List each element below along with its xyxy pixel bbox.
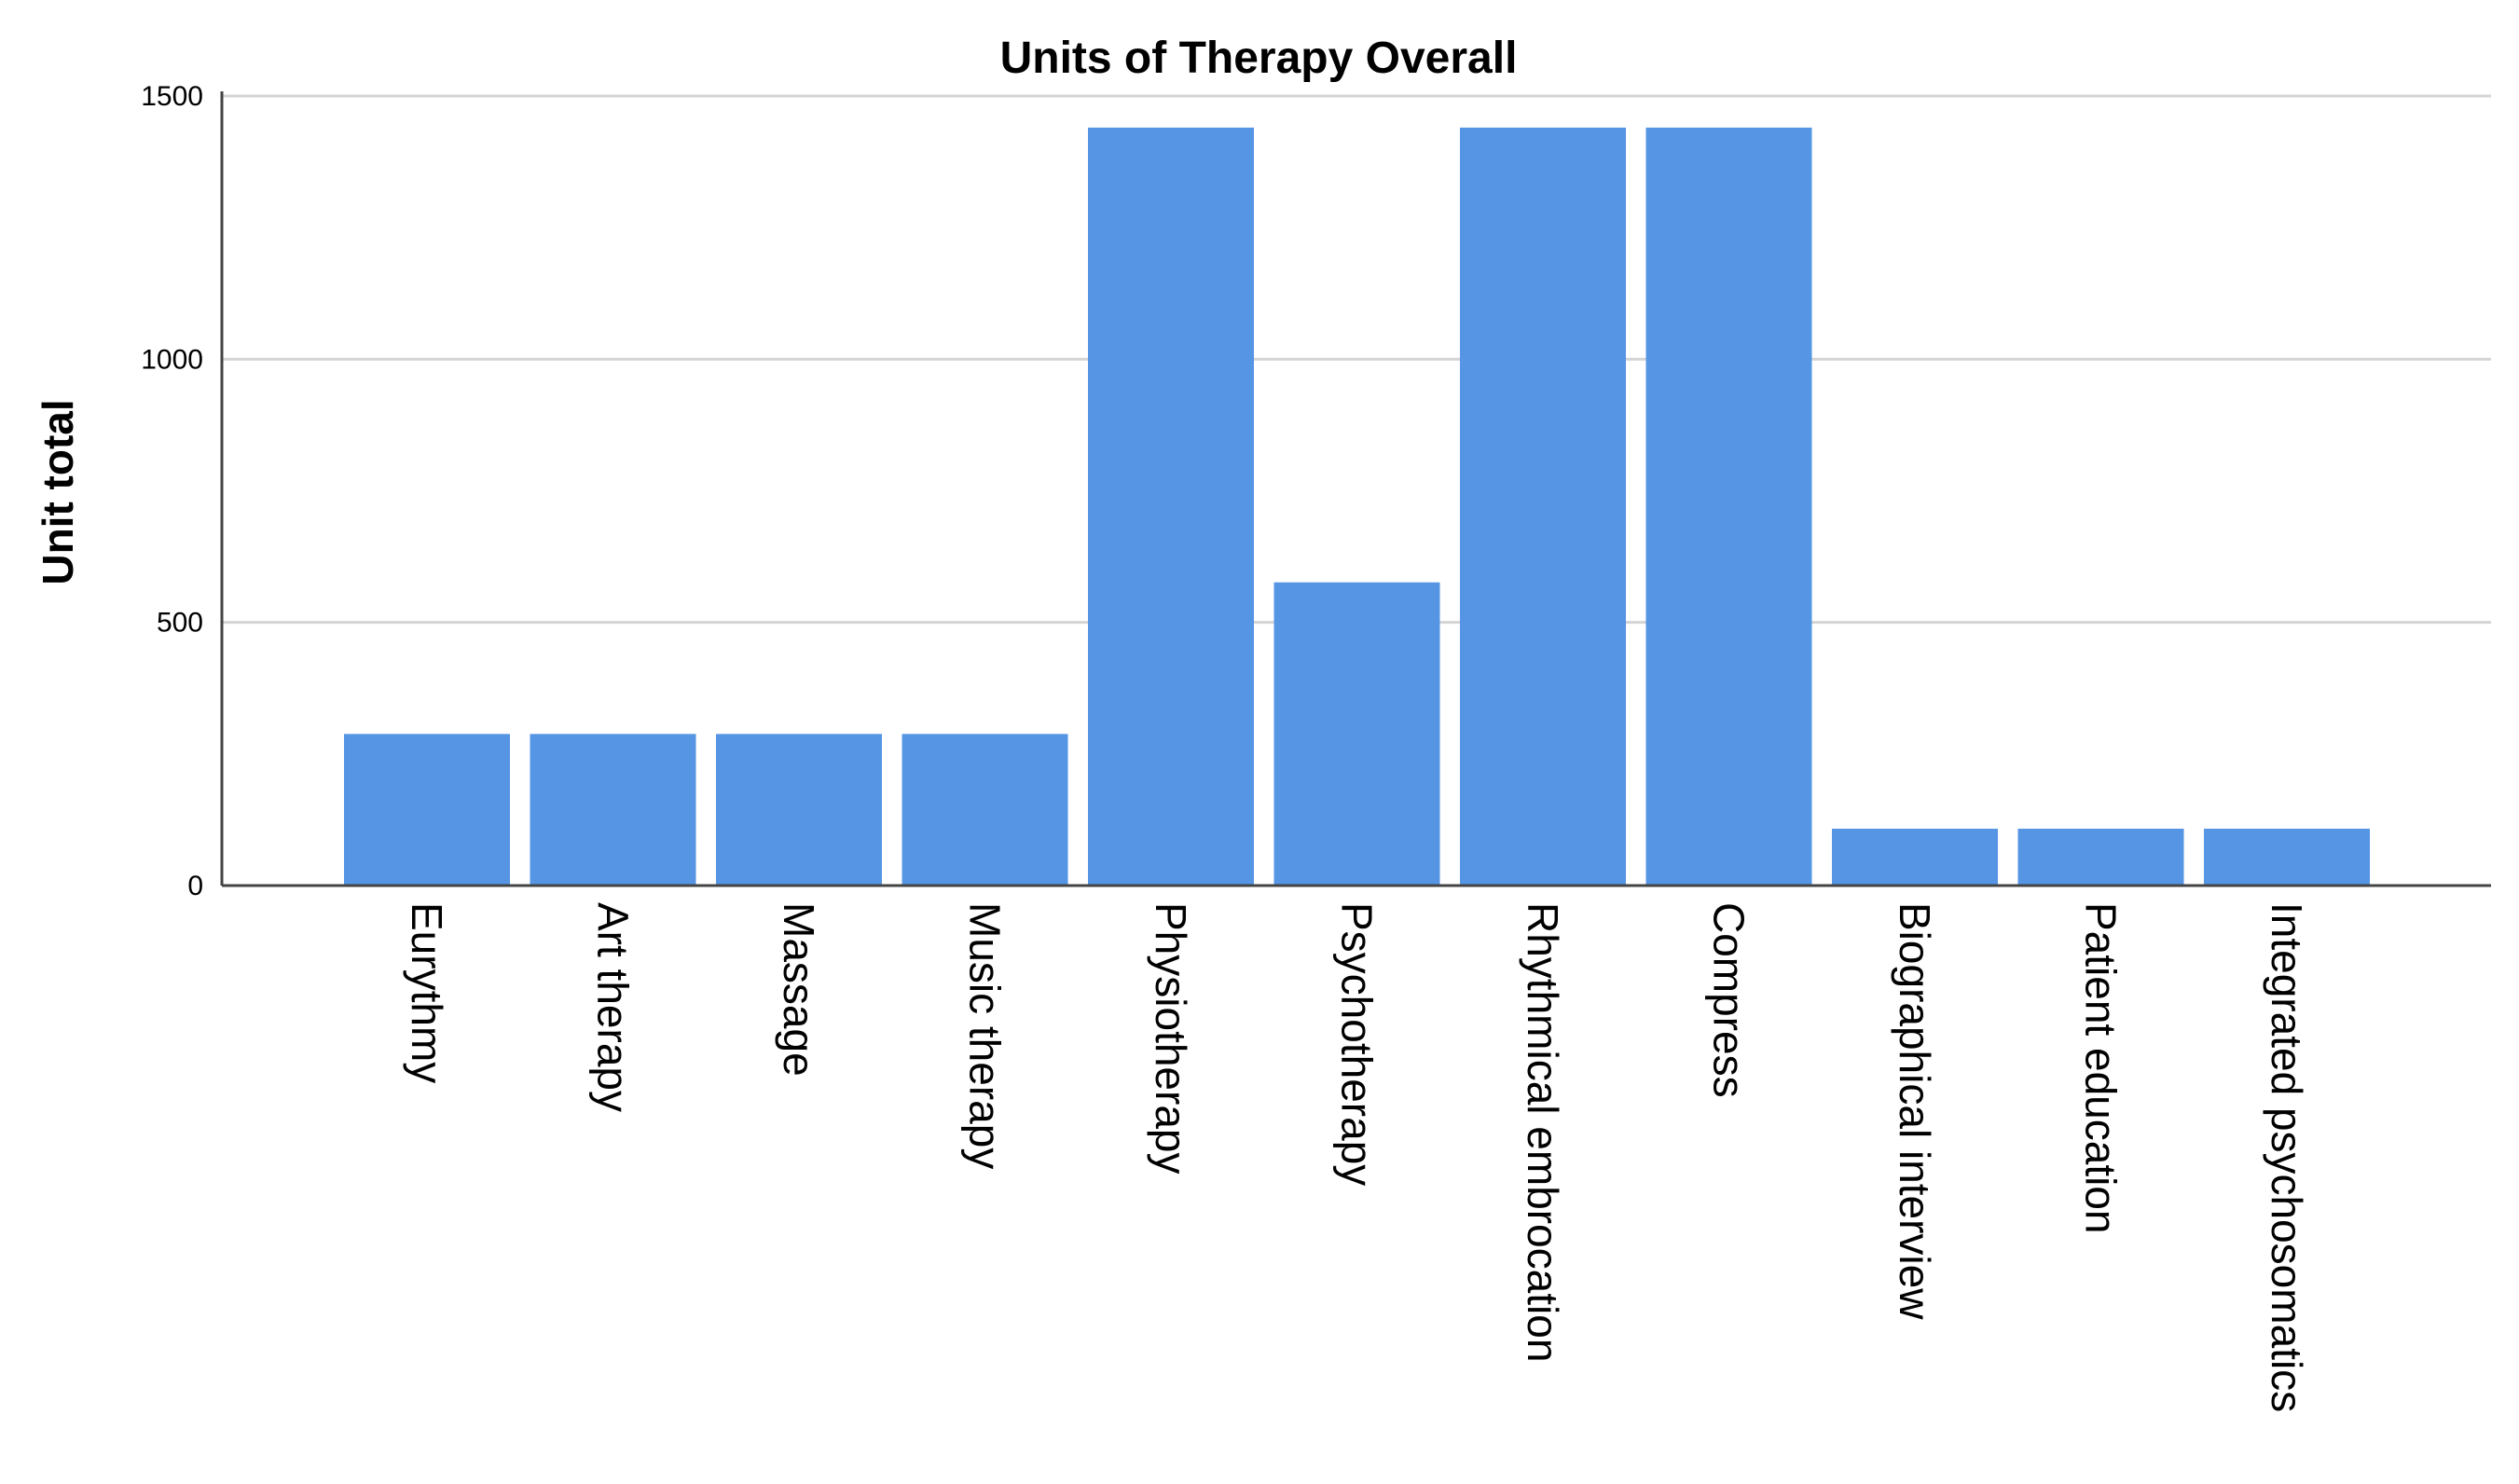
bar-eurythmy	[344, 734, 510, 886]
x-tick-label: Eurythmy	[403, 902, 451, 1083]
y-tick-label: 500	[157, 608, 203, 639]
x-tick-labels: Eurythmy Art therapy Massage Music therapy P…	[403, 902, 2311, 1412]
y-tick-label: 1500	[141, 81, 203, 112]
bar-music-therapy	[902, 734, 1068, 886]
axes	[220, 91, 2491, 887]
bar-massage	[716, 734, 882, 886]
bars	[344, 127, 2370, 886]
y-tick-label: 1000	[141, 344, 203, 375]
x-tick-label: Rhythmical embrocation	[1519, 902, 1567, 1362]
bar-psychotherapy	[1273, 582, 1440, 886]
y-tick-labels: 0 500 1000 1500	[141, 81, 203, 901]
gridlines	[222, 94, 2491, 625]
bar-art-therapy	[530, 734, 696, 886]
y-tick-label: 0	[187, 871, 203, 901]
x-tick-label: Biographical interview	[1891, 902, 1939, 1320]
x-tick-label: Physiotherapy	[1147, 902, 1195, 1175]
x-tick-label: Massage	[775, 902, 823, 1077]
bar-patient-education	[2017, 829, 2184, 886]
x-tick-label: Integrated psychosomatics	[2263, 902, 2311, 1412]
bar-physiotherapy	[1088, 127, 1254, 886]
bar-compress	[1645, 127, 1812, 886]
x-tick-label: Music therapy	[961, 902, 1010, 1169]
y-axis-title: Unit total	[34, 399, 82, 584]
x-tick-label: Compress	[1705, 902, 1754, 1098]
x-tick-label: Patient education	[2077, 902, 2126, 1234]
bar-rhythmical-embrocation	[1460, 127, 1626, 886]
bar-integrated-psychosomatics	[2204, 829, 2370, 886]
chart-title: Units of Therapy Overall	[1000, 34, 1518, 83]
bar-biographical-interview	[1832, 829, 1998, 886]
x-tick-label: Art therapy	[589, 902, 638, 1112]
x-tick-label: Psychotherapy	[1333, 902, 1382, 1186]
